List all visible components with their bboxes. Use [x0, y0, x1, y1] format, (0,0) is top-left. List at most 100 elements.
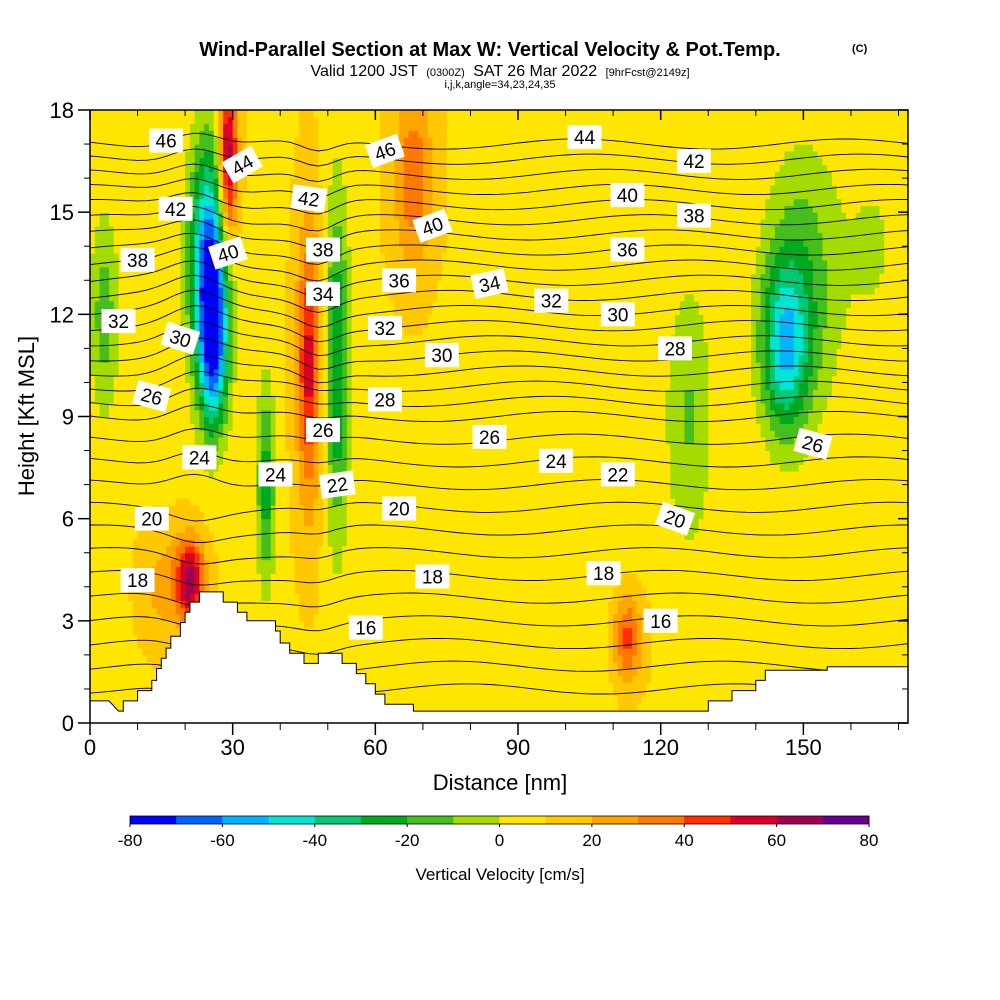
velocity-cell — [261, 607, 267, 615]
velocity-cell — [451, 627, 457, 636]
velocity-cell — [227, 586, 234, 595]
velocity-cell — [451, 607, 457, 615]
velocity-cell — [351, 573, 357, 581]
velocity-cell — [422, 648, 429, 656]
velocity-cell — [803, 586, 809, 595]
velocity-cell — [708, 532, 714, 540]
velocity-cell — [551, 586, 557, 595]
velocity-cell — [689, 593, 695, 601]
velocity-cell — [850, 661, 857, 670]
velocity-cell — [361, 559, 367, 567]
velocity-cell — [137, 539, 143, 547]
velocity-cell — [717, 688, 724, 697]
velocity-cell — [594, 607, 600, 615]
velocity-cell — [613, 654, 619, 663]
velocity-cell — [494, 654, 500, 663]
velocity-cell — [546, 593, 552, 601]
velocity-cell — [109, 634, 115, 642]
velocity-cell — [765, 648, 771, 656]
velocity-cell — [893, 654, 900, 663]
velocity-cell — [893, 661, 900, 670]
velocity-cell — [494, 552, 500, 561]
velocity-cell — [727, 593, 733, 601]
velocity-cell — [608, 525, 614, 533]
velocity-cell — [137, 614, 143, 622]
velocity-cell — [632, 675, 638, 683]
velocity-cell — [812, 545, 819, 554]
velocity-cell — [727, 539, 733, 547]
velocity-cell — [132, 559, 139, 567]
velocity-cell — [789, 552, 795, 561]
velocity-cell — [717, 634, 724, 642]
velocity-cell — [579, 600, 586, 608]
velocity-cell — [522, 688, 529, 697]
velocity-cell — [308, 532, 315, 540]
velocity-cell — [646, 532, 652, 540]
velocity-cell — [560, 525, 567, 533]
velocity-cell — [437, 607, 443, 615]
velocity-cell — [755, 525, 762, 533]
velocity-cell — [646, 593, 652, 601]
velocity-cell — [494, 559, 500, 567]
velocity-cell — [770, 641, 776, 649]
velocity-cell — [94, 654, 101, 663]
velocity-cell — [874, 539, 881, 547]
velocity-cell — [522, 682, 529, 690]
velocity-cell — [475, 566, 481, 574]
velocity-cell — [365, 525, 372, 533]
velocity-cell — [499, 695, 505, 704]
velocity-cell — [99, 620, 105, 629]
velocity-cell — [156, 627, 162, 636]
velocity-cell — [765, 545, 771, 554]
velocity-cell — [541, 559, 548, 567]
velocity-cell — [546, 641, 552, 649]
velocity-cell — [537, 641, 543, 649]
velocity-cell — [465, 607, 472, 615]
velocity-cell — [779, 641, 785, 649]
velocity-cell — [104, 525, 110, 533]
velocity-cell — [703, 593, 709, 601]
velocity-cell — [470, 634, 476, 642]
velocity-cell — [522, 661, 529, 670]
velocity-cell — [617, 552, 624, 561]
velocity-cell — [513, 552, 519, 561]
velocity-cell — [803, 532, 809, 540]
velocity-cell — [399, 552, 405, 561]
velocity-cell — [441, 702, 448, 710]
velocity-cell — [99, 600, 105, 608]
velocity-cell — [399, 695, 405, 704]
velocity-cell — [594, 532, 600, 540]
velocity-cell — [850, 566, 857, 574]
velocity-cell — [413, 532, 419, 540]
velocity-cell — [489, 614, 495, 622]
velocity-cell — [594, 654, 600, 663]
velocity-cell — [513, 532, 519, 540]
velocity-cell — [579, 702, 586, 710]
velocity-cell — [679, 682, 686, 690]
velocity-cell — [318, 620, 324, 629]
velocity-cell — [551, 573, 557, 581]
velocity-cell — [380, 539, 386, 547]
velocity-cell — [570, 552, 576, 561]
velocity-cell — [403, 614, 410, 622]
velocity-cell — [308, 573, 315, 581]
velocity-cell — [765, 525, 771, 533]
velocity-cell — [166, 532, 172, 540]
velocity-cell — [693, 552, 700, 561]
velocity-cell — [684, 695, 690, 704]
velocity-cell — [408, 675, 414, 683]
velocity-cell — [570, 539, 576, 547]
velocity-cell — [380, 654, 386, 663]
velocity-cell — [627, 627, 633, 636]
velocity-cell — [403, 539, 410, 547]
velocity-cell — [774, 586, 781, 595]
velocity-cell — [846, 559, 852, 567]
velocity-cell — [156, 654, 162, 663]
velocity-cell — [812, 579, 819, 588]
velocity-cell — [118, 593, 124, 601]
velocity-cell — [513, 607, 519, 615]
velocity-cell — [137, 648, 143, 656]
velocity-cell — [94, 634, 101, 642]
velocity-cell — [365, 586, 372, 595]
velocity-cell — [789, 614, 795, 622]
